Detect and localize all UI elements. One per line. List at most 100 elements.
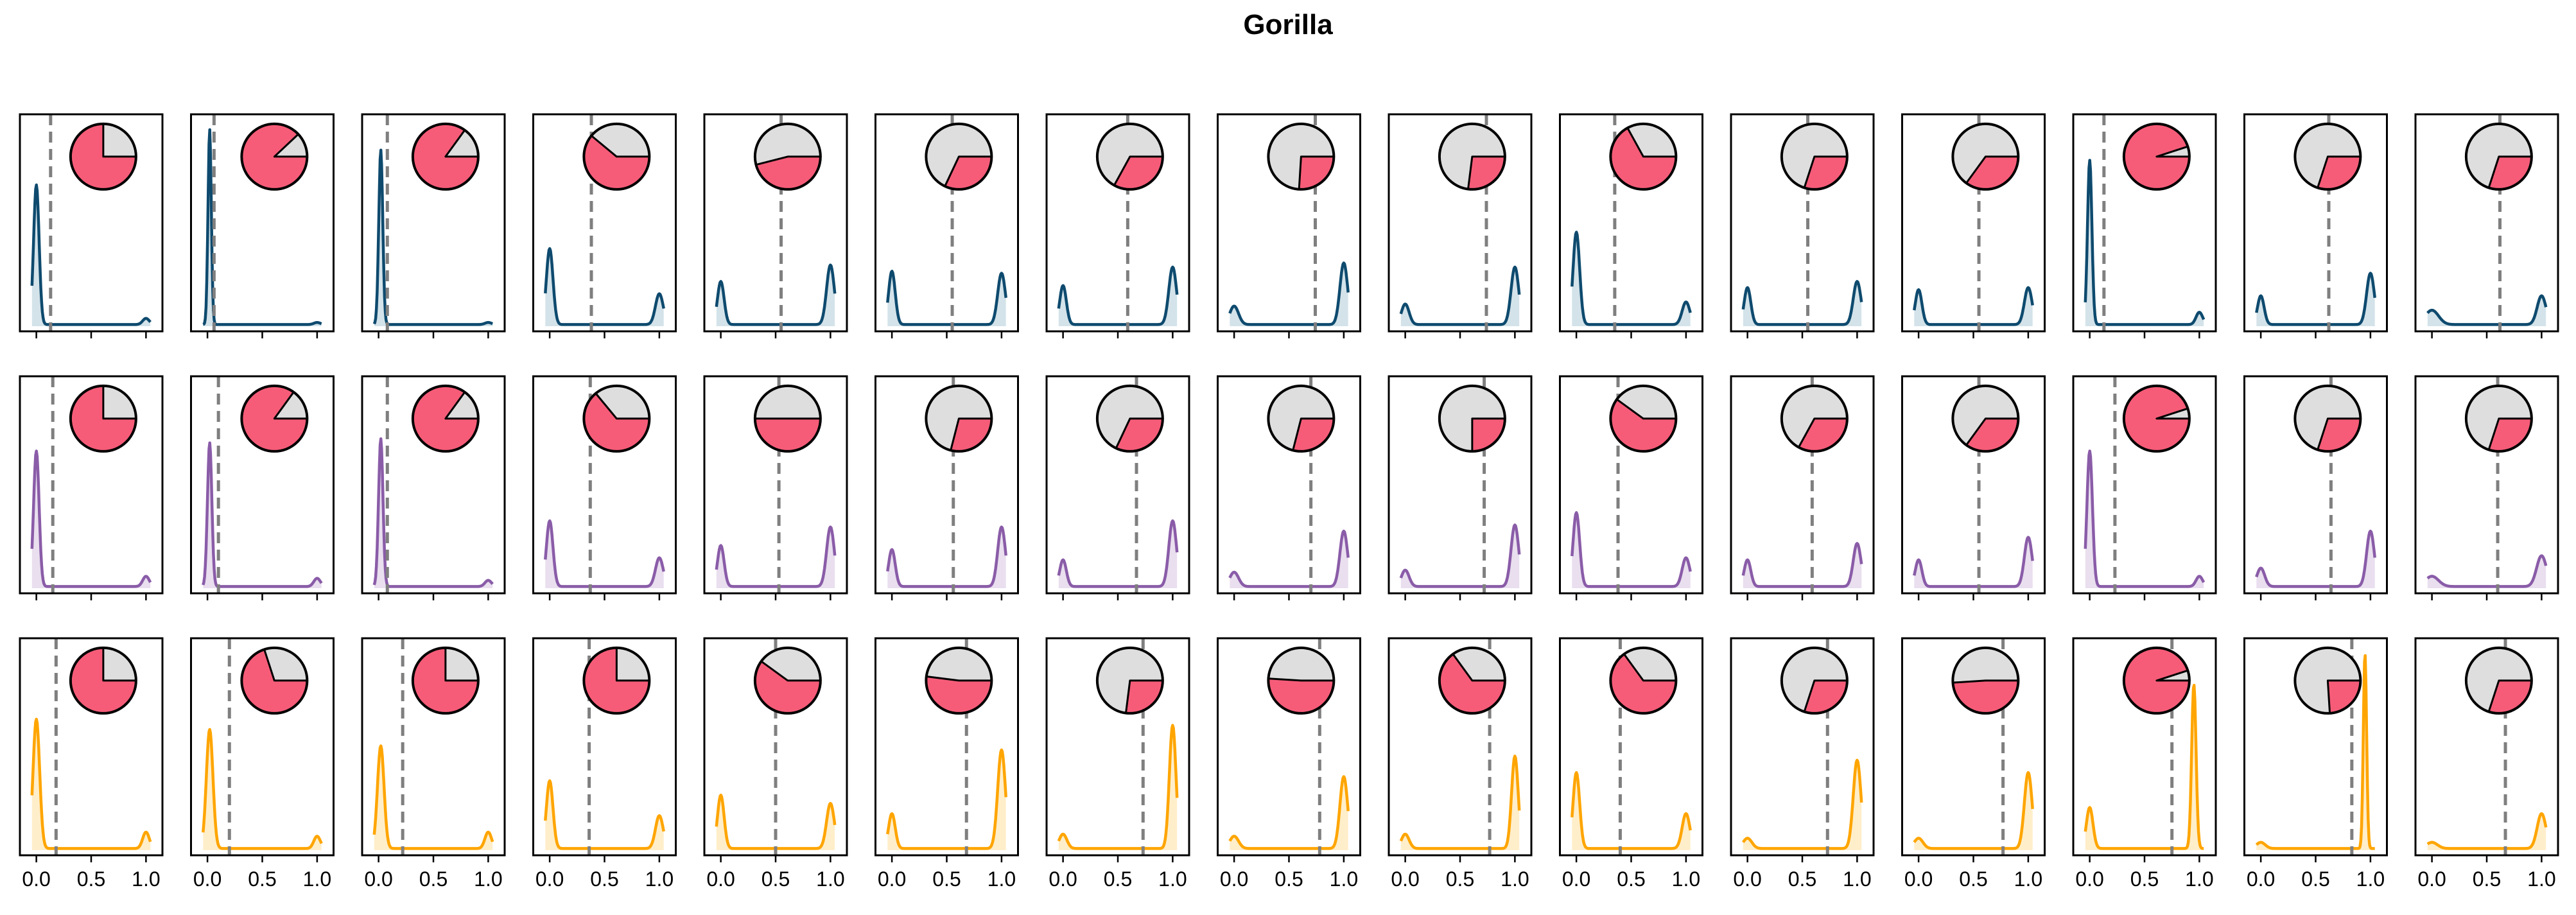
panel-r2-c11 [1730, 375, 1875, 600]
x-tick-label: 1.0 [2185, 867, 2213, 891]
pie-main-slice [1951, 679, 2019, 715]
panel-r2-c1 [19, 375, 164, 600]
pie-outline [1438, 646, 1506, 715]
density-fill [2427, 555, 2546, 588]
panel-r1-c15 [2414, 113, 2559, 338]
pie-main-slice [950, 417, 993, 453]
x-tick-label: 0.5 [248, 867, 276, 891]
pie-outline [1095, 384, 1164, 453]
x-tick-label: 0.5 [1617, 867, 1645, 891]
panel-r1-c1 [19, 113, 164, 338]
pie-outline [2293, 384, 2362, 453]
density-line [1399, 265, 1521, 326]
pie-outline [2122, 646, 2191, 715]
density-line [202, 728, 323, 850]
pie-main-slice [754, 417, 822, 453]
density-line [1228, 775, 1350, 850]
panel-r1-c11 [1730, 113, 1875, 338]
x-tick-label: 0.0 [364, 867, 392, 891]
density-line [1057, 519, 1179, 588]
x-tick-label: 0.5 [419, 867, 448, 891]
panel-r2-c7 [1045, 375, 1190, 600]
panel-r1-c12 [1901, 113, 2046, 338]
x-tick-label: 0.0 [535, 867, 564, 891]
pie-outline [240, 122, 309, 191]
panel-r1-c7 [1045, 113, 1190, 338]
pie-outline [925, 646, 993, 715]
density-fill [545, 780, 664, 850]
x-tick-label: 0.0 [706, 867, 735, 891]
density-fill [2427, 814, 2546, 850]
density-line [2426, 294, 2548, 326]
density-fill [203, 729, 322, 850]
pie-outline [2464, 384, 2533, 453]
density-line [1571, 231, 1692, 326]
panel-r1-c4 [532, 113, 677, 338]
x-tick-label: 1.0 [1672, 867, 1700, 891]
density-line [1057, 265, 1179, 326]
x-tick-label: 1.0 [303, 867, 331, 891]
pie-outline [1438, 384, 1506, 453]
x-tick-label: 0.0 [22, 867, 50, 891]
x-tick-label: 0.5 [932, 867, 961, 891]
pie-outline [582, 122, 651, 191]
panel-r2-c10 [1559, 375, 1703, 600]
density-line [202, 441, 323, 588]
pie-outline [925, 384, 993, 453]
density-fill [2256, 531, 2375, 588]
panel-r2-c6 [875, 375, 1019, 600]
pie-outline [753, 384, 822, 453]
pie-outline [1780, 384, 1849, 453]
panel-r1-c10 [1559, 113, 1703, 338]
pie-outline [411, 384, 480, 453]
density-line [1228, 529, 1350, 588]
density-line [1399, 754, 1521, 850]
x-tick-label: 1.0 [474, 867, 502, 891]
density-line [2426, 812, 2548, 850]
density-fill [716, 265, 835, 326]
panel-r3-c4: 0.0 0.5 1.0 [532, 637, 677, 891]
pie-outline [1095, 646, 1164, 715]
density-line [2084, 449, 2206, 588]
pie-outline [1609, 122, 1678, 191]
density-line [1741, 542, 1863, 588]
pie-outline [2122, 384, 2191, 453]
panel-r1-c9 [1388, 113, 1533, 338]
pie-main-slice [1292, 417, 1335, 453]
density-fill [31, 719, 151, 850]
panel-r2-c8 [1217, 375, 1361, 600]
density-fill [1572, 512, 1691, 588]
density-line [372, 744, 494, 850]
x-tick-label: 0.0 [1391, 867, 1419, 891]
density-fill [1914, 772, 2033, 850]
x-tick-label: 1.0 [988, 867, 1016, 891]
density-line [886, 748, 1007, 850]
x-tick-label: 1.0 [1158, 867, 1187, 891]
pie-main-slice [754, 155, 822, 191]
x-tick-label: 0.0 [1220, 867, 1248, 891]
panel-r2-c15 [2414, 375, 2559, 600]
panel-r3-c3: 0.0 0.5 1.0 [361, 637, 506, 891]
panel-r3-c5: 0.0 0.5 1.0 [703, 637, 848, 891]
panel-r1-c13 [2072, 113, 2217, 338]
panel-r3-c2: 0.0 0.5 1.0 [190, 637, 335, 891]
density-fill [1572, 232, 1691, 326]
pie-outline [582, 384, 651, 453]
pie-outline [1780, 646, 1849, 715]
pie-outline [1951, 646, 2020, 715]
density-line [2255, 272, 2376, 326]
panel-r2-c4 [532, 375, 677, 600]
x-tick-label: 0.5 [1104, 867, 1132, 891]
pie-outline [69, 646, 137, 715]
panel-r3-c8: 0.0 0.5 1.0 [1217, 637, 1361, 891]
x-tick-label: 0.5 [1275, 867, 1303, 891]
density-fill [1914, 537, 2033, 588]
pie-outline [753, 122, 822, 191]
x-tick-label: 1.0 [2014, 867, 2042, 891]
pie-outline [1438, 122, 1506, 191]
panel-r3-c15: 0.0 0.5 1.0 [2414, 637, 2559, 891]
x-tick-label: 0.5 [761, 867, 790, 891]
density-line [886, 270, 1007, 326]
density-fill [203, 442, 322, 588]
pie-outline [2293, 646, 2362, 715]
